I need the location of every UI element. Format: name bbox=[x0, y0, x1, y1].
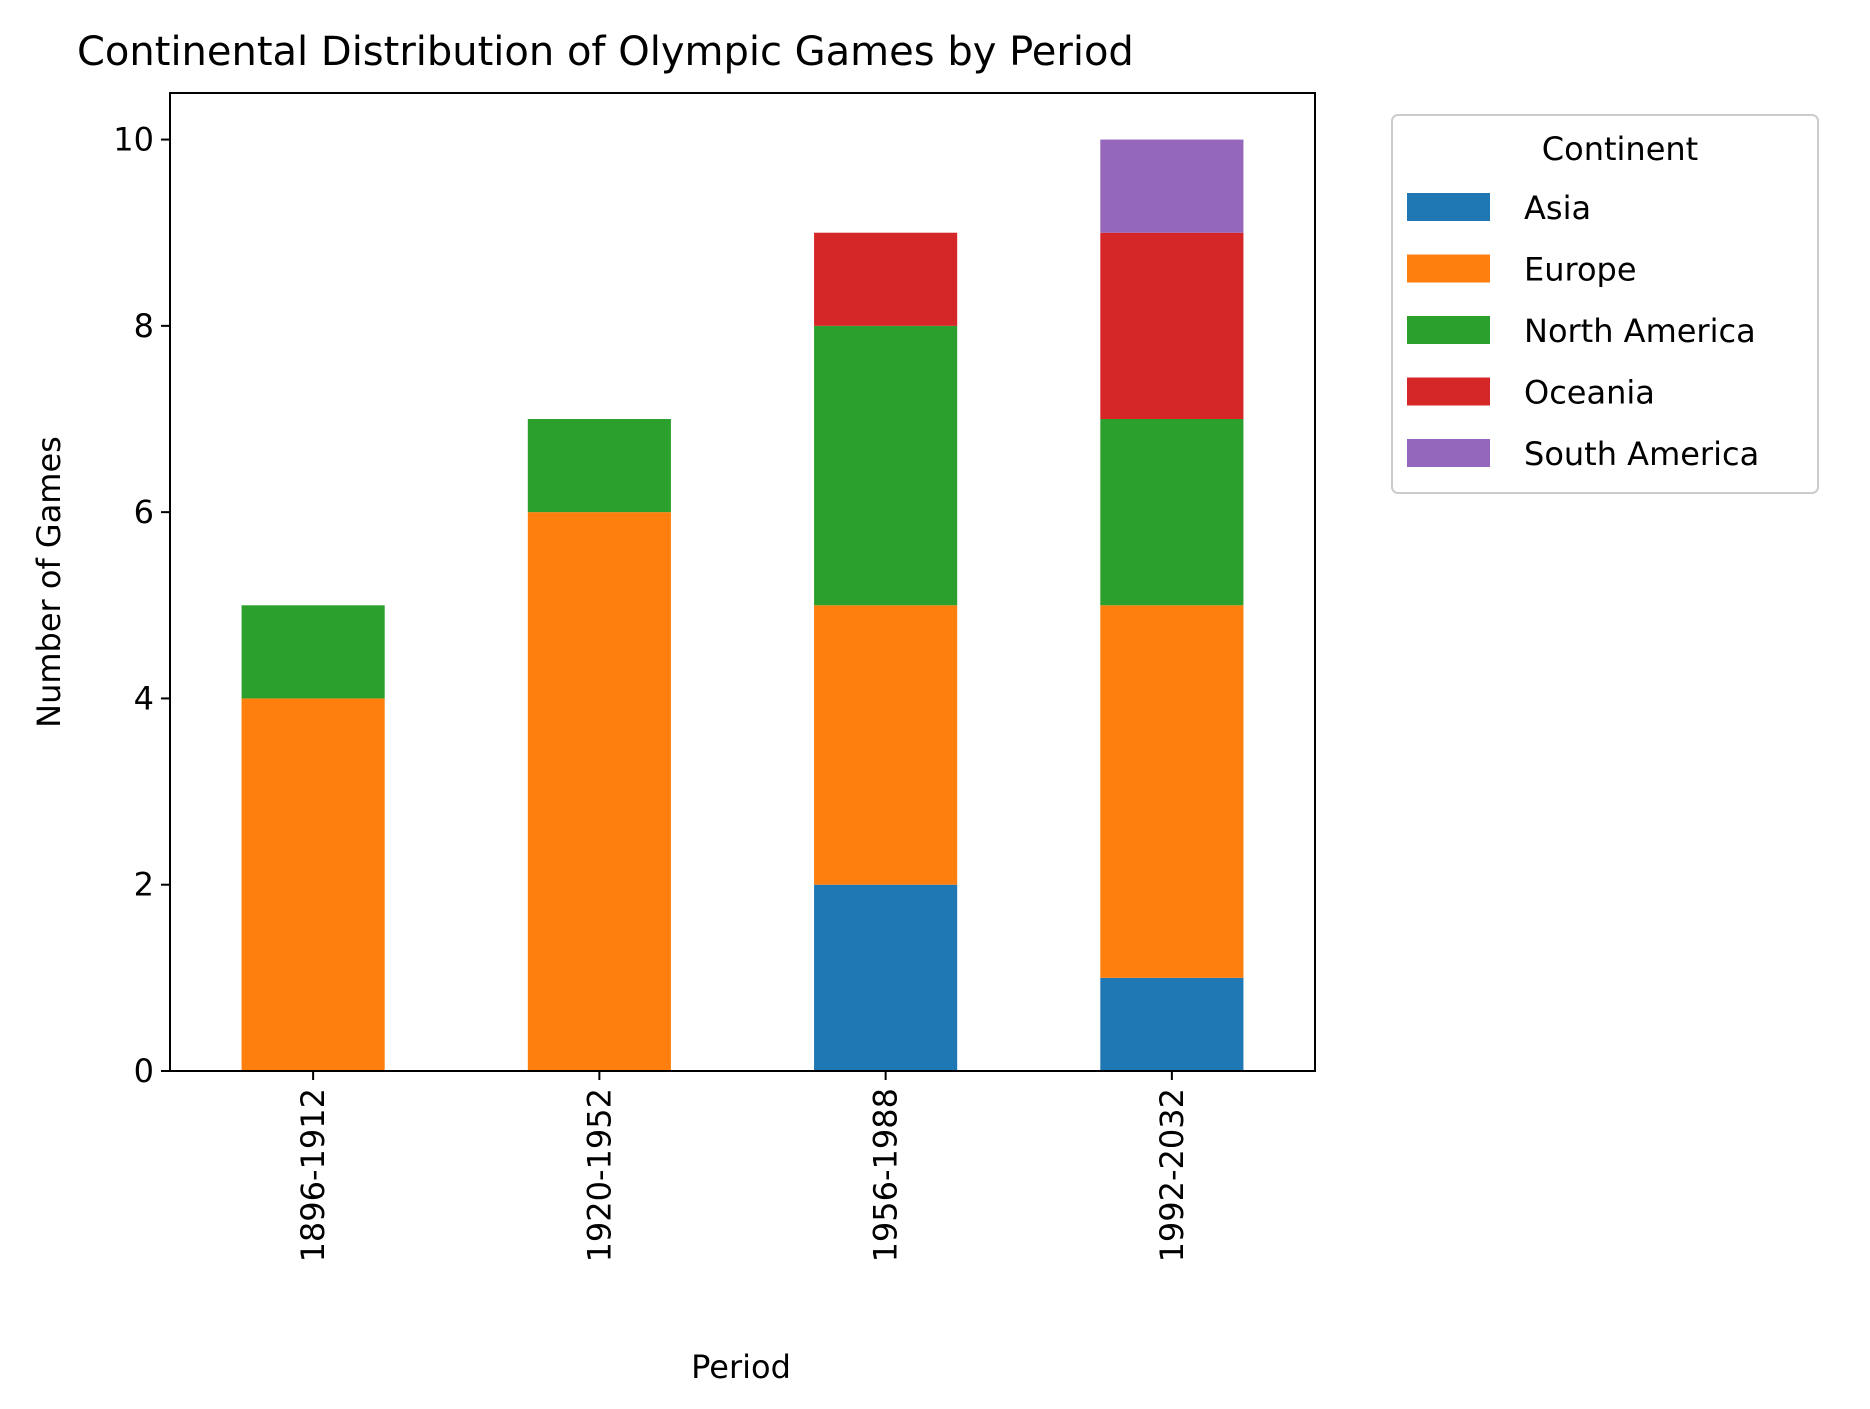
legend-swatch-south-america bbox=[1407, 439, 1490, 467]
bar-oceania-1956-1988 bbox=[814, 232, 958, 326]
bar-europe-1896-1912 bbox=[241, 698, 385, 1071]
bars-group bbox=[241, 139, 1244, 1071]
bar-oceania-1992-2032 bbox=[1100, 232, 1244, 419]
legend-title: Continent bbox=[1542, 130, 1698, 168]
bar-asia-1992-2032 bbox=[1100, 977, 1244, 1071]
y-tick-label: 0 bbox=[134, 1052, 154, 1090]
y-tick-label: 6 bbox=[134, 493, 154, 531]
x-tick-label: 1920-1952 bbox=[580, 1088, 618, 1262]
y-axis-label: Number of Games bbox=[30, 436, 68, 728]
x-axis-label: Period bbox=[691, 1348, 791, 1386]
legend-label: Asia bbox=[1524, 189, 1591, 227]
legend-swatch-europe bbox=[1407, 254, 1490, 283]
y-tick-label: 4 bbox=[134, 679, 154, 717]
bar-north-america-1992-2032 bbox=[1100, 419, 1244, 606]
y-axis: 0 2 4 6 8 10 bbox=[113, 121, 170, 1090]
legend: Continent Asia Europe North America Oceania… bbox=[1391, 114, 1819, 494]
plot-frame bbox=[169, 92, 1316, 1072]
y-tick-label: 2 bbox=[134, 866, 154, 904]
x-tick-label: 1956-1988 bbox=[867, 1088, 905, 1262]
x-tick-label: 1992-2032 bbox=[1153, 1088, 1191, 1262]
legend-swatch-oceania bbox=[1407, 377, 1490, 406]
legend-label: Oceania bbox=[1524, 374, 1655, 412]
legend-label: North America bbox=[1524, 312, 1756, 350]
y-tick-label: 8 bbox=[134, 307, 154, 345]
chart-title: Continental Distribution of Olympic Game… bbox=[77, 29, 1134, 75]
legend-label: South America bbox=[1524, 435, 1759, 473]
legend-frame bbox=[1391, 114, 1819, 494]
y-tick-label: 10 bbox=[113, 121, 154, 159]
bar-north-america-1920-1952 bbox=[527, 419, 671, 513]
bar-europe-1992-2032 bbox=[1100, 605, 1244, 978]
x-axis: 1896-1912 1920-1952 1956-1988 1992-2032 bbox=[294, 1071, 1191, 1262]
bar-europe-1956-1988 bbox=[814, 605, 958, 885]
legend-swatch-north-america bbox=[1407, 316, 1490, 344]
bar-south-america-1992-2032 bbox=[1100, 139, 1244, 233]
bar-north-america-1896-1912 bbox=[241, 605, 385, 699]
legend-label: Europe bbox=[1524, 251, 1637, 289]
bar-europe-1920-1952 bbox=[527, 512, 671, 1071]
bar-asia-1956-1988 bbox=[814, 884, 958, 1071]
legend-swatch-asia bbox=[1407, 193, 1490, 221]
bar-north-america-1956-1988 bbox=[814, 325, 958, 606]
x-tick-label: 1896-1912 bbox=[294, 1088, 332, 1262]
